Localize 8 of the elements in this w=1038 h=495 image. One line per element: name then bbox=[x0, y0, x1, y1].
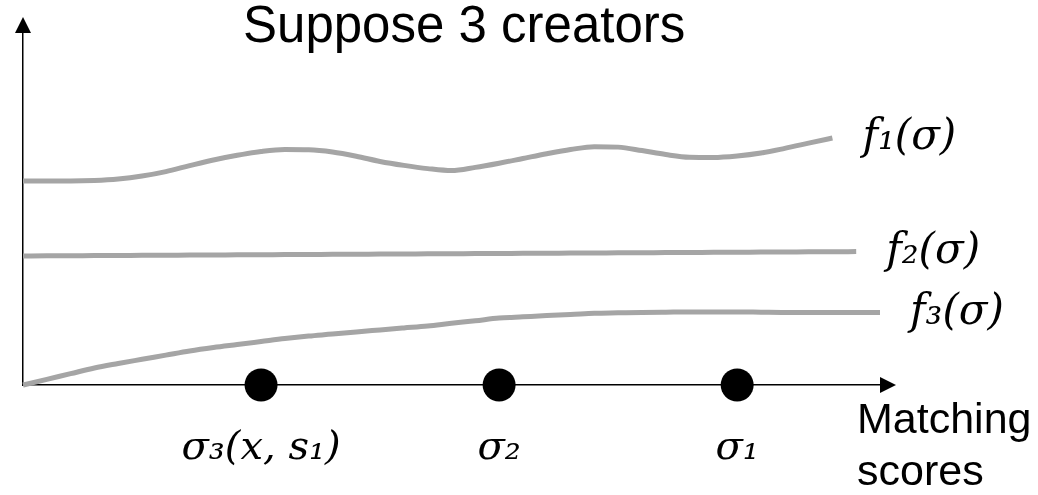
x-tick-label: σ₂ bbox=[477, 422, 521, 469]
series-label: f₃(σ) bbox=[907, 284, 1004, 334]
x-tick-label: σ₁ bbox=[715, 422, 759, 469]
series-label: f₁(σ) bbox=[859, 109, 957, 159]
x-axis-title: Matching scores bbox=[857, 393, 1033, 495]
series-label: f₂(σ) bbox=[883, 223, 981, 273]
x-tick-label: σ₃(x, s₁) bbox=[181, 422, 341, 469]
chart-title: Suppose 3 creators bbox=[243, 0, 686, 53]
